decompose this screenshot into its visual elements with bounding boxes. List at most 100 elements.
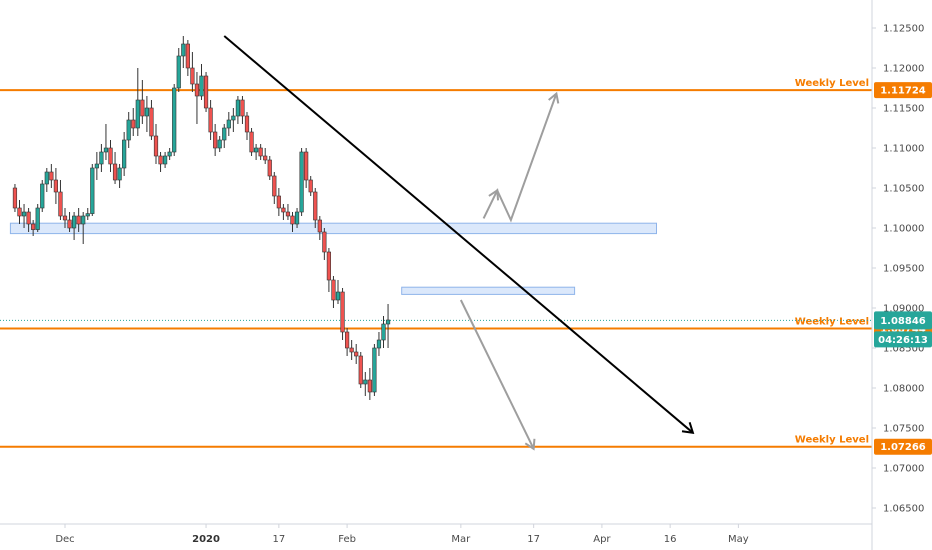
candle-body[interactable] [26, 211, 31, 225]
candle-body[interactable] [53, 179, 58, 193]
candle-body[interactable] [367, 379, 372, 393]
trend-line-arrowhead [681, 422, 695, 435]
candle-body[interactable] [376, 339, 382, 349]
candle-body[interactable] [67, 219, 72, 229]
candle-body[interactable] [294, 211, 300, 225]
candle-body[interactable] [249, 131, 254, 153]
candle-body[interactable] [94, 163, 99, 169]
candle-body[interactable] [31, 223, 36, 230]
candle-body[interactable] [49, 171, 54, 181]
candle-body[interactable] [99, 151, 104, 165]
candle-body[interactable] [258, 147, 263, 157]
candle-body[interactable] [272, 175, 277, 197]
candle-body[interactable] [76, 215, 81, 225]
candle-body[interactable] [158, 155, 163, 165]
candle-body[interactable] [12, 187, 18, 209]
candle-body[interactable] [235, 99, 241, 117]
candle-body[interactable] [308, 179, 313, 193]
candle-body[interactable] [90, 167, 95, 214]
candle-body[interactable] [285, 211, 291, 217]
candle-body[interactable] [21, 211, 27, 217]
y-tick-label: 1.08500 [883, 344, 924, 355]
candle-body[interactable] [208, 107, 213, 133]
candle-body[interactable] [85, 213, 90, 217]
y-tick-label: 1.09000 [883, 304, 924, 315]
candle-body[interactable] [254, 147, 259, 153]
candle-body[interactable] [231, 115, 236, 121]
candle-body[interactable] [40, 183, 45, 209]
candle-body[interactable] [58, 191, 63, 217]
candle-body[interactable] [317, 219, 322, 233]
candle-body[interactable] [108, 147, 113, 165]
candle-body[interactable] [267, 159, 272, 177]
candle-body[interactable] [344, 331, 350, 349]
candle-body[interactable] [213, 131, 218, 149]
candle-body[interactable] [185, 43, 190, 69]
candle-body[interactable] [263, 155, 268, 161]
y-tick-label: 1.07000 [883, 464, 924, 475]
candle-body[interactable] [163, 155, 168, 165]
candle-body[interactable] [135, 99, 140, 129]
candle-body[interactable] [244, 115, 250, 133]
candle-body[interactable] [326, 251, 332, 281]
y-tick-label: 1.12000 [883, 64, 924, 75]
candle-body[interactable] [363, 379, 368, 385]
trend-line[interactable] [223, 35, 694, 434]
level-price-tag [874, 438, 932, 455]
candle-body[interactable] [81, 215, 86, 225]
candle-body[interactable] [35, 207, 40, 230]
candle-body[interactable] [194, 83, 200, 97]
candle-body[interactable] [72, 215, 77, 229]
candle-body[interactable] [340, 291, 345, 333]
candle-body[interactable] [358, 355, 363, 385]
candle-body[interactable] [149, 107, 154, 137]
candle-body[interactable] [313, 191, 318, 221]
candle-body[interactable] [167, 151, 172, 157]
candle-body[interactable] [117, 167, 122, 181]
candle-body[interactable] [226, 119, 231, 129]
candle-body[interactable] [335, 291, 341, 301]
candle-body[interactable] [122, 139, 127, 169]
candle-body[interactable] [62, 215, 68, 221]
level-price-tag-text: 1.07266 [880, 442, 926, 453]
candle-body[interactable] [144, 107, 150, 117]
candle-body[interactable] [322, 231, 327, 253]
candle-body[interactable] [203, 75, 209, 109]
candle-body[interactable] [103, 147, 109, 153]
support-resistance-zone[interactable] [9, 222, 657, 235]
candle-body[interactable] [372, 347, 377, 393]
candle-body[interactable] [17, 207, 22, 217]
candle-body[interactable] [299, 151, 304, 213]
candle-body[interactable] [290, 215, 295, 225]
candle-body[interactable] [153, 135, 159, 157]
candle-body[interactable] [222, 127, 227, 141]
support-resistance-zone[interactable] [401, 286, 576, 295]
projection-arrow-up[interactable] [482, 93, 558, 223]
candle-body[interactable] [126, 119, 131, 141]
candle-body[interactable] [217, 139, 222, 149]
candle-body[interactable] [385, 319, 391, 325]
candle-body[interactable] [240, 99, 245, 117]
candle-body[interactable] [304, 151, 309, 181]
candle-body[interactable] [349, 347, 354, 353]
candle-body[interactable] [176, 55, 181, 89]
candle-body[interactable] [172, 87, 177, 153]
candle-body[interactable] [190, 67, 195, 85]
candle-body[interactable] [199, 75, 204, 97]
candle-body[interactable] [44, 171, 49, 185]
candle-body[interactable] [354, 351, 359, 357]
candle-body[interactable] [381, 323, 386, 341]
candle-body[interactable] [181, 43, 186, 57]
candle-body[interactable] [331, 279, 336, 301]
candle-body[interactable] [281, 207, 286, 213]
candle-body[interactable] [112, 163, 118, 181]
weekly-level-label: Weekly Level [795, 435, 869, 446]
projection-arrow-down[interactable] [459, 299, 535, 450]
candle-body[interactable] [140, 99, 145, 117]
x-tick-label: 17 [272, 534, 285, 545]
candle-body[interactable] [276, 195, 281, 209]
candle-body[interactable] [131, 119, 136, 129]
